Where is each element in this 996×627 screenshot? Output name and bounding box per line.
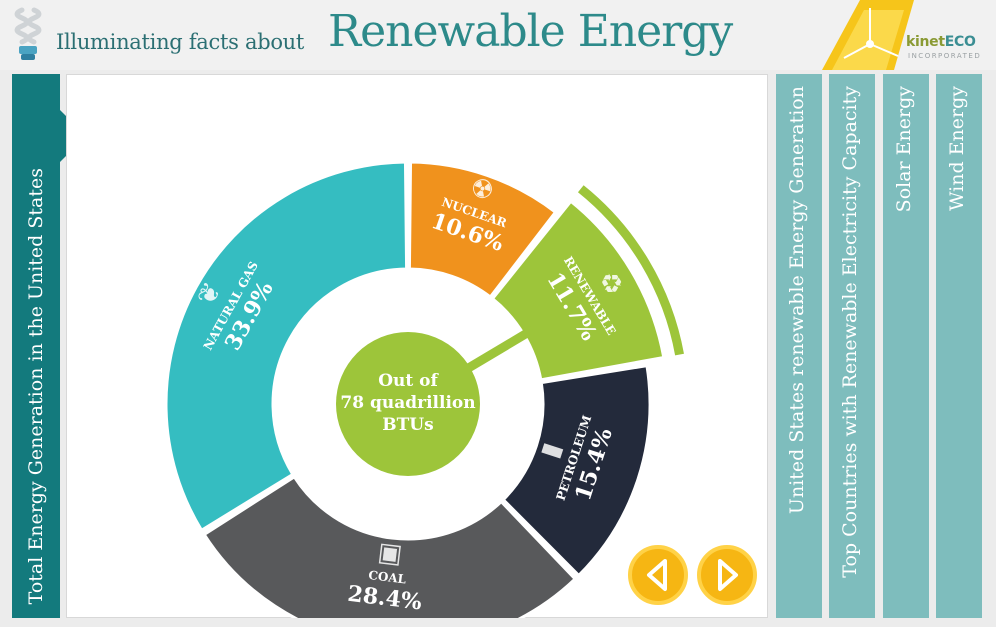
previous-button[interactable] [628, 545, 688, 605]
chevron-right-icon [718, 559, 738, 591]
header: Illuminating facts about Renewable Energ… [0, 0, 996, 70]
slice-petroleum[interactable] [501, 363, 652, 578]
tab-solar-energy[interactable]: Solar Energy [883, 74, 929, 618]
slice-renewable[interactable] [490, 199, 666, 382]
tab-label: Total Energy Generation in the United St… [25, 167, 47, 604]
tab-label: Wind Energy [946, 86, 968, 212]
logo-sunburst-icon [822, 0, 914, 70]
tab-label: Solar Energy [893, 86, 915, 213]
page-title: Renewable Energy [328, 6, 733, 57]
tab-total-energy-generation[interactable]: Total Energy Generation in the United St… [12, 74, 60, 618]
tab-us-renewable-generation[interactable]: United States renewable Energy Generatio… [776, 74, 822, 618]
next-button[interactable] [697, 545, 757, 605]
center-text-line: BTUs [382, 415, 433, 435]
renewable-highlight-arc [577, 185, 684, 356]
slice-natural-gas[interactable] [164, 160, 409, 533]
slice-name: COAL [368, 568, 408, 586]
tab-label: United States renewable Energy Generatio… [786, 86, 808, 515]
center-text-line: Out of [378, 371, 439, 391]
tab-wind-energy[interactable]: Wind Energy [936, 74, 982, 618]
center-circle [336, 332, 480, 476]
tab-top-countries-capacity[interactable]: Top Countries with Renewable Electricity… [829, 74, 875, 618]
cfl-bulb-icon [14, 7, 42, 60]
header-subtitle: Illuminating facts about [56, 30, 305, 54]
slice-nuclear[interactable] [407, 160, 558, 300]
chevron-left-icon [647, 559, 667, 591]
logo-subtitle: INCORPORATED [908, 52, 982, 60]
tab-label: Top Countries with Renewable Electricity… [839, 86, 861, 578]
slice-coal[interactable] [202, 474, 578, 618]
donut-chart: NUCLEAR10.6%☢RENEWABLE11.7%♻PETROLEUM15.… [164, 160, 684, 618]
logo-brand: kinetECO [906, 34, 976, 50]
center-text-line: 78 quadrillion [340, 393, 475, 413]
mine-cart-icon: ▣ [376, 537, 404, 570]
